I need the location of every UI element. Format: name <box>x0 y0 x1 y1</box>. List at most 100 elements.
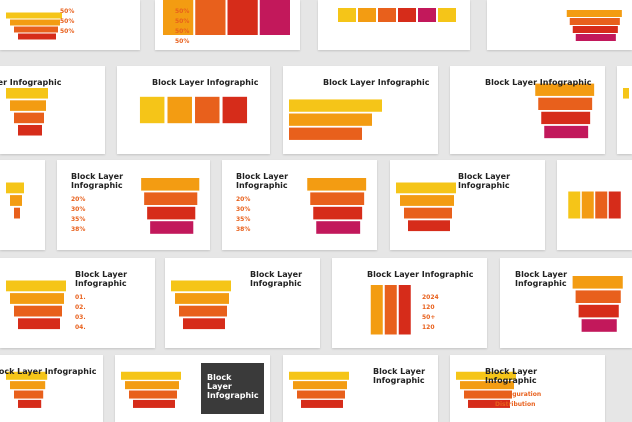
slide-thumbnail[interactable]: Block Layer Infographic <box>500 258 632 348</box>
slide-art <box>6 371 48 408</box>
slide-label: 20% <box>71 196 86 203</box>
slide-thumbnail[interactable]: Block Layer Infographic 2024 120 50+ 120 <box>332 258 487 348</box>
block <box>18 33 56 40</box>
slide-thumbnail[interactable]: Block Layer Infographic <box>0 355 103 422</box>
slide-label: 20% <box>236 196 251 203</box>
slide-thumbnail[interactable]: Block Layer Infographic <box>283 66 438 154</box>
slide-label: 120 <box>422 304 435 311</box>
block <box>289 371 349 380</box>
slide-label: 120 <box>422 324 435 331</box>
slide-label: 50% <box>175 38 190 45</box>
block <box>566 10 622 17</box>
slide-thumbnail[interactable]: Block Layer Infographic <box>115 355 270 422</box>
slide-thumbnail[interactable]: Block Layer Infographic <box>165 258 320 348</box>
block <box>400 195 454 206</box>
block <box>289 127 362 140</box>
slide-title: Block Layer Infographic <box>152 78 259 87</box>
block <box>175 293 229 304</box>
slide-thumbnail[interactable]: Block Layer Infographic <box>390 160 545 250</box>
block <box>10 100 46 111</box>
slide-label: 03. <box>75 314 86 321</box>
slide-art <box>171 280 231 330</box>
block <box>572 276 623 289</box>
block <box>150 221 194 234</box>
slide-title: Block Layer Infographic <box>250 270 303 288</box>
block <box>125 381 179 390</box>
block <box>14 390 44 399</box>
slide-thumbnail[interactable]: 50% 50% 50% 50% <box>155 0 300 50</box>
block <box>575 290 621 303</box>
slide-art <box>568 191 621 219</box>
block <box>581 319 617 332</box>
block <box>378 8 396 22</box>
block <box>438 8 456 22</box>
slide-thumbnail[interactable] <box>487 0 632 50</box>
slide-label: 38% <box>71 226 86 233</box>
block <box>222 96 248 124</box>
block <box>464 390 512 399</box>
slide-thumbnail[interactable] <box>557 160 632 250</box>
block <box>572 26 618 33</box>
block <box>293 381 347 390</box>
block <box>289 99 382 112</box>
block <box>608 191 621 219</box>
block <box>6 371 48 380</box>
block <box>6 12 62 19</box>
slide-art <box>396 182 456 232</box>
slide-art <box>6 88 48 136</box>
slide-art <box>6 280 66 330</box>
block <box>14 26 58 33</box>
slide-thumbnail[interactable] <box>617 66 632 154</box>
block <box>404 207 452 219</box>
slide-art <box>456 371 516 408</box>
block <box>313 206 363 220</box>
block <box>456 371 516 380</box>
block <box>183 318 225 330</box>
block <box>121 371 181 380</box>
slide-label: 50% <box>175 28 190 35</box>
slide-art <box>338 8 456 22</box>
slide-thumbnail[interactable]: Block Layer Infographic <box>0 66 105 154</box>
slide-thumbnail[interactable]: Block Layer Infographic 01. 02. 03. 04. <box>0 258 155 348</box>
slide-thumbnail[interactable]: Block Layer Infographic Configuration Dist… <box>450 355 605 422</box>
slide-label: 2024 <box>422 294 439 301</box>
block <box>14 112 44 124</box>
block <box>396 182 456 194</box>
block <box>575 34 616 41</box>
slide-art <box>572 276 623 332</box>
block <box>259 0 290 35</box>
slide-label: 50% <box>175 18 190 25</box>
block <box>541 111 591 125</box>
block <box>398 8 416 22</box>
block <box>163 0 194 35</box>
slide-thumbnail[interactable]: Block Layer Infographic <box>117 66 270 154</box>
block <box>10 293 64 304</box>
block <box>623 88 629 99</box>
slide-thumbnail[interactable]: 50% 50% 50% <box>0 0 140 50</box>
block <box>171 280 231 292</box>
slide-thumbnail[interactable] <box>318 0 470 50</box>
slide-title: Block Layer Infographic <box>367 270 474 279</box>
block <box>18 124 42 136</box>
slide-label: 30% <box>71 206 86 213</box>
slide-art <box>289 99 382 140</box>
block <box>139 96 165 124</box>
block <box>6 182 24 194</box>
block <box>6 88 48 99</box>
block <box>18 318 60 330</box>
slide-thumbnail[interactable] <box>0 160 45 250</box>
block <box>10 19 60 26</box>
slide-thumbnail[interactable]: Block Layer Infographic 20% 30% 35% 38% <box>222 160 377 250</box>
slide-label: Distribution <box>495 401 536 408</box>
slide-label: 01. <box>75 294 86 301</box>
slide-thumbnail[interactable]: Block Layer Infographic <box>450 66 605 154</box>
block <box>133 399 175 408</box>
slide-thumbnail[interactable]: Block Layer Infographic <box>283 355 438 422</box>
block <box>18 399 42 408</box>
slide-label: 50% <box>60 18 75 25</box>
block <box>195 0 226 35</box>
block <box>129 390 177 399</box>
block <box>468 399 510 408</box>
slide-thumbnail[interactable]: Block Layer Infographic 20% 30% 35% 38% <box>57 160 210 250</box>
slide-title: Block Layer Infographic <box>485 78 592 87</box>
